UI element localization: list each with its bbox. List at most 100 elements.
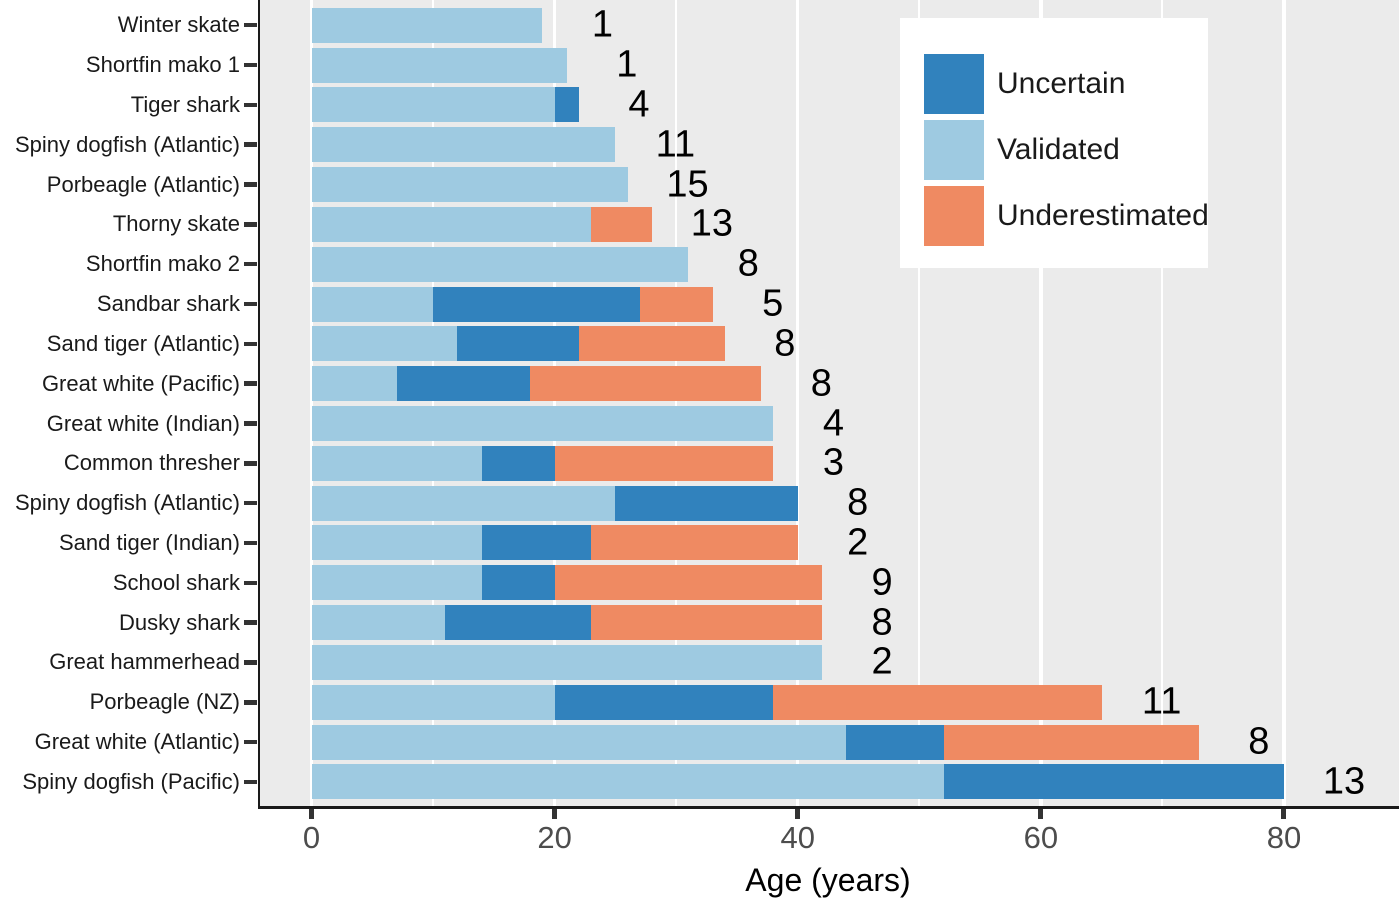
bar-underestimated-14 bbox=[554, 565, 823, 601]
y-tick-16 bbox=[244, 660, 257, 665]
bar-validated-9 bbox=[311, 366, 397, 402]
bar-validated-2 bbox=[311, 87, 555, 123]
bar-underestimated-18 bbox=[943, 724, 1199, 760]
bar-validated-11 bbox=[311, 445, 482, 481]
bar-uncertain-19 bbox=[943, 764, 1284, 800]
y-tick-5 bbox=[244, 222, 257, 227]
bar-validated-6 bbox=[311, 246, 689, 282]
bar-count-label-10: 4 bbox=[822, 402, 844, 444]
bar-validated-19 bbox=[311, 764, 944, 800]
bar-count-label-7: 5 bbox=[762, 282, 784, 325]
bar-count-label-13: 2 bbox=[847, 521, 869, 564]
bar-validated-8 bbox=[311, 326, 458, 362]
y-axis-label-19: Spiny dogfish (Pacific) bbox=[22, 768, 240, 794]
bar-validated-18 bbox=[311, 724, 847, 760]
y-axis-label-16: Great hammerhead bbox=[49, 649, 240, 675]
bar-validated-1 bbox=[311, 47, 567, 83]
x-tick-40 bbox=[795, 808, 801, 819]
y-axis-label-7: Sandbar shark bbox=[96, 291, 240, 316]
bar-validated-12 bbox=[311, 485, 616, 521]
bar-uncertain-11 bbox=[481, 445, 555, 481]
bar-count-label-9: 8 bbox=[810, 362, 832, 405]
bar-uncertain-15 bbox=[445, 605, 592, 641]
bar-uncertain-2 bbox=[554, 87, 579, 123]
y-tick-1 bbox=[244, 62, 257, 68]
x-tick-20 bbox=[552, 808, 558, 819]
bar-count-label-17: 11 bbox=[1141, 680, 1182, 723]
bar-count-label-12: 8 bbox=[847, 481, 869, 524]
y-axis-label-10: Great white (Indian) bbox=[46, 410, 240, 436]
bar-underestimated-9 bbox=[530, 366, 762, 402]
legend: Uncertain Validated Underestimated bbox=[900, 18, 1209, 268]
y-axis-label-18: Great white (Atlantic) bbox=[34, 729, 240, 755]
bar-validated-7 bbox=[311, 286, 434, 322]
legend-swatch-uncertain bbox=[924, 54, 984, 114]
bar-validated-10 bbox=[311, 406, 774, 441]
y-axis-label-17: Porbeagle (NZ) bbox=[89, 689, 240, 715]
gridline-major-20 bbox=[552, 0, 557, 806]
y-axis-label-6: Shortfin mako 2 bbox=[85, 251, 240, 277]
bar-count-label-15: 8 bbox=[871, 601, 893, 644]
gridline-minor-30 bbox=[675, 0, 678, 806]
y-tick-11 bbox=[244, 461, 257, 466]
y-tick-9 bbox=[244, 381, 257, 386]
bar-count-label-18: 8 bbox=[1248, 720, 1270, 763]
y-axis-label-15: Dusky shark bbox=[118, 609, 240, 635]
y-tick-17 bbox=[244, 700, 257, 705]
x-tick-label-80: 80 bbox=[1266, 820, 1302, 855]
x-tick-label-40: 40 bbox=[780, 820, 815, 855]
y-tick-8 bbox=[244, 341, 257, 347]
legend-label-uncertain: Uncertain bbox=[997, 67, 1126, 100]
bar-validated-14 bbox=[311, 565, 482, 601]
y-axis-label-5: Thorny skate bbox=[112, 211, 240, 237]
x-tick-label-60: 60 bbox=[1023, 820, 1059, 855]
y-tick-4 bbox=[244, 182, 257, 187]
y-axis-label-11: Common thresher bbox=[63, 450, 240, 476]
x-axis-line bbox=[257, 806, 1399, 809]
bar-count-label-3: 11 bbox=[655, 123, 696, 166]
bar-underestimated-5 bbox=[591, 206, 652, 242]
bar-validated-16 bbox=[311, 644, 823, 680]
bar-underestimated-15 bbox=[591, 605, 823, 641]
bar-validated-17 bbox=[311, 684, 555, 720]
gridline-minor-50 bbox=[918, 0, 921, 806]
bar-count-label-11: 3 bbox=[822, 441, 844, 484]
gridline-major-60 bbox=[1039, 0, 1043, 806]
y-axis-label-14: School shark bbox=[112, 569, 240, 595]
y-axis-label-4: Porbeagle (Atlantic) bbox=[46, 171, 240, 197]
bar-count-label-19: 13 bbox=[1322, 760, 1366, 803]
y-tick-6 bbox=[244, 261, 257, 267]
bar-count-label-8: 8 bbox=[774, 322, 796, 365]
bar-uncertain-14 bbox=[481, 565, 555, 601]
y-tick-18 bbox=[244, 739, 257, 745]
legend-swatch-validated bbox=[924, 120, 984, 180]
bar-count-label-6: 8 bbox=[737, 242, 759, 285]
y-axis-label-8: Sand tiger (Atlantic) bbox=[46, 330, 240, 356]
plot-panel bbox=[260, 0, 1399, 806]
bar-uncertain-18 bbox=[846, 724, 944, 760]
legend-label-validated: Validated bbox=[997, 133, 1120, 166]
y-axis-label-3: Spiny dogfish (Atlantic) bbox=[15, 131, 240, 157]
y-tick-7 bbox=[244, 301, 257, 307]
y-tick-0 bbox=[244, 22, 257, 28]
bar-uncertain-13 bbox=[481, 525, 592, 561]
bar-count-label-4: 15 bbox=[666, 163, 709, 206]
y-tick-15 bbox=[244, 620, 257, 625]
y-tick-12 bbox=[244, 500, 257, 506]
gridline-major-0 bbox=[309, 0, 314, 806]
bar-validated-0 bbox=[311, 7, 543, 43]
y-axis-label-0: Winter skate bbox=[117, 12, 240, 38]
legend-label-underestimated: Underestimated bbox=[997, 199, 1209, 232]
gridline-minor-10 bbox=[432, 0, 435, 806]
bar-validated-5 bbox=[311, 206, 592, 242]
bar-underestimated-13 bbox=[591, 525, 798, 561]
y-axis-label-1: Shortfin mako 1 bbox=[85, 52, 240, 78]
y-tick-13 bbox=[244, 540, 257, 546]
bar-count-label-1: 1 bbox=[616, 43, 638, 86]
bar-uncertain-8 bbox=[457, 326, 579, 362]
bar-count-label-14: 9 bbox=[871, 561, 893, 604]
y-axis-label-12: Spiny dogfish (Atlantic) bbox=[15, 490, 240, 516]
y-axis-label-13: Sand tiger (Indian) bbox=[59, 529, 240, 555]
y-tick-10 bbox=[244, 421, 257, 426]
